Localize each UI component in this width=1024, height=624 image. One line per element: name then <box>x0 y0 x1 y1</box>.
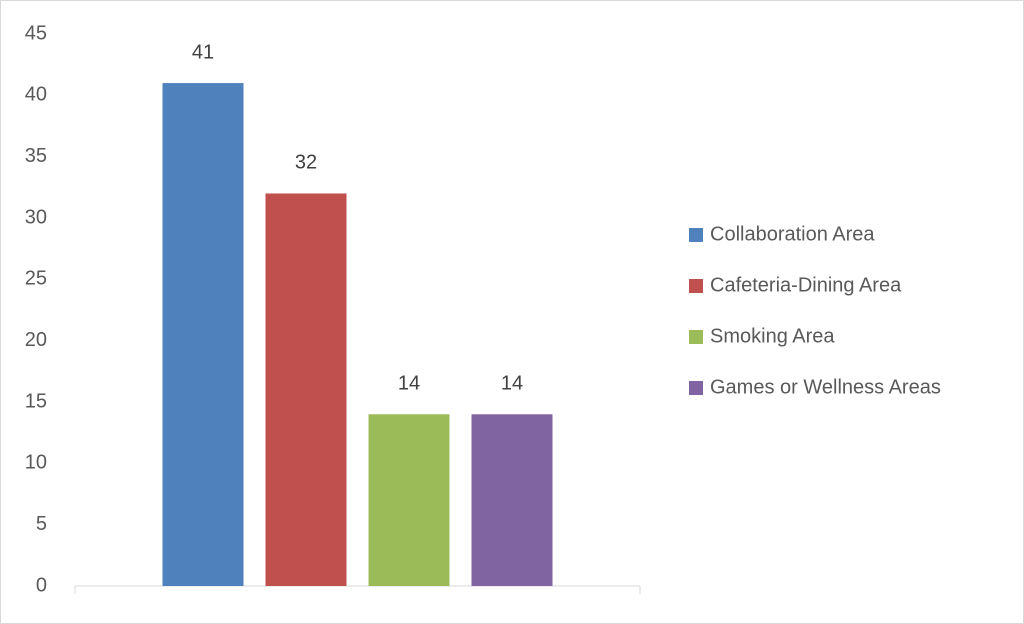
legend-label: Games or Wellness Areas <box>710 376 941 398</box>
data-label: 14 <box>398 373 420 395</box>
y-tick-label: 10 <box>25 452 47 474</box>
y-tick-label: 35 <box>25 145 47 167</box>
y-tick-label: 30 <box>25 206 47 228</box>
y-tick-label: 40 <box>25 84 47 106</box>
y-tick-label: 45 <box>25 22 47 44</box>
bar <box>162 83 244 587</box>
y-tick-label: 15 <box>25 390 47 412</box>
data-label: 41 <box>192 41 214 63</box>
bar <box>471 414 553 586</box>
data-label: 32 <box>295 152 317 174</box>
data-label: 14 <box>501 373 523 395</box>
legend-swatch <box>689 381 703 395</box>
y-tick-label: 20 <box>25 329 47 351</box>
y-tick-label: 0 <box>36 574 47 596</box>
bar <box>265 193 347 586</box>
bar <box>368 414 450 586</box>
legend-swatch <box>689 279 703 293</box>
legend-swatch <box>689 228 703 242</box>
legend-swatch <box>689 330 703 344</box>
legend-label: Cafeteria-Dining Area <box>710 274 902 296</box>
y-tick-label: 25 <box>25 268 47 290</box>
legend-label: Smoking Area <box>710 325 835 347</box>
y-tick-label: 5 <box>36 513 47 535</box>
legend-label: Collaboration Area <box>710 223 875 245</box>
